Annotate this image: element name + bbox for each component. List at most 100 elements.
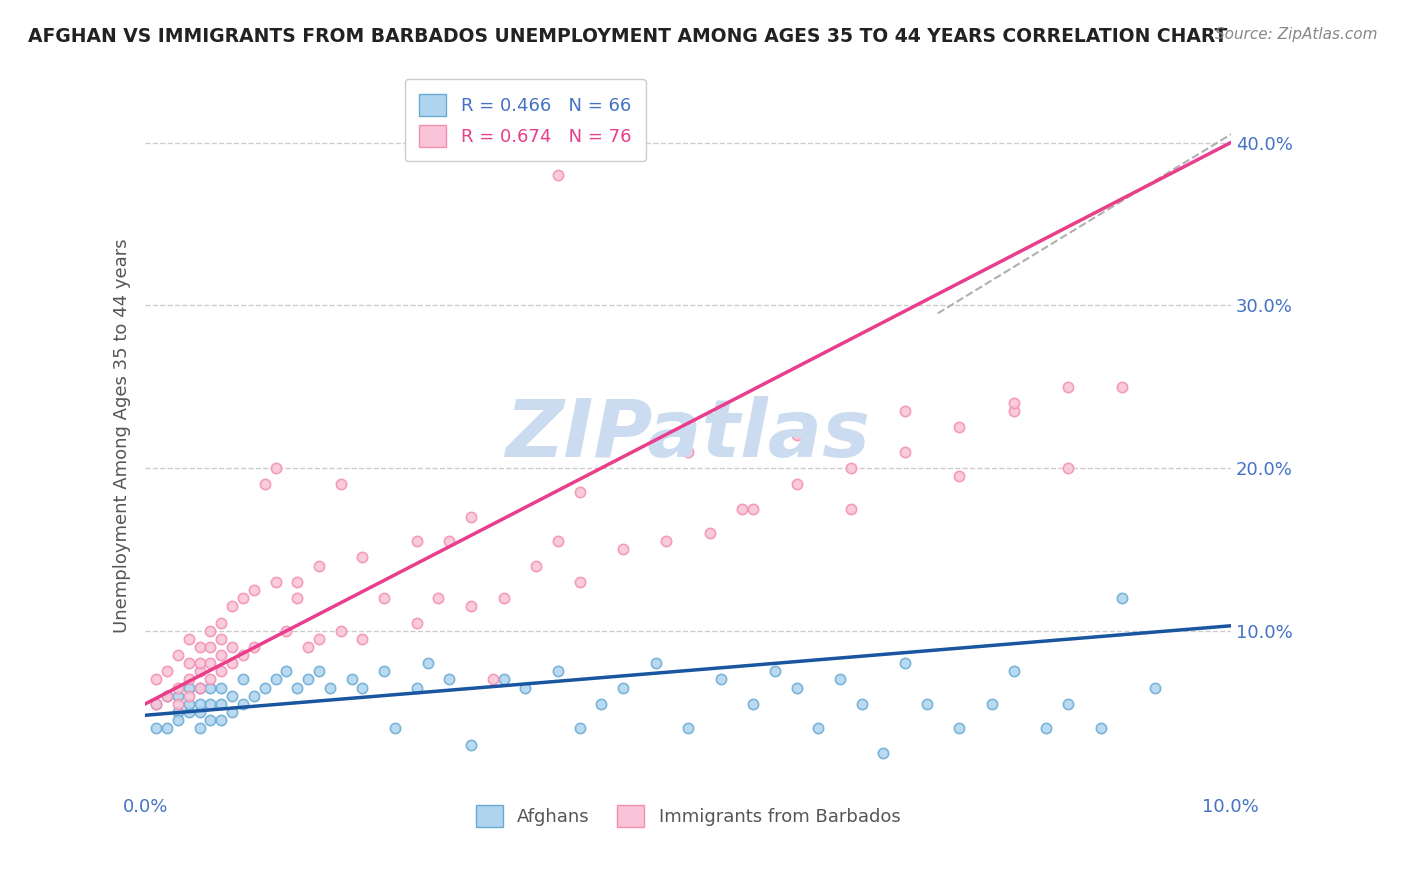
Point <box>851 697 873 711</box>
Point <box>547 665 569 679</box>
Point <box>264 673 287 687</box>
Point <box>188 705 211 719</box>
Point <box>156 721 179 735</box>
Point <box>329 624 352 638</box>
Point <box>276 624 298 638</box>
Point <box>188 721 211 735</box>
Point <box>209 648 232 662</box>
Point <box>188 697 211 711</box>
Point <box>167 697 190 711</box>
Point <box>405 615 427 630</box>
Point <box>612 681 634 695</box>
Point <box>807 721 830 735</box>
Point <box>1002 396 1025 410</box>
Point <box>297 673 319 687</box>
Point <box>894 404 917 418</box>
Point <box>200 713 222 727</box>
Point <box>209 632 232 646</box>
Point <box>515 681 537 695</box>
Point <box>177 681 200 695</box>
Point <box>188 665 211 679</box>
Point <box>156 689 179 703</box>
Point <box>1090 721 1112 735</box>
Point <box>439 534 461 549</box>
Point <box>188 640 211 654</box>
Y-axis label: Unemployment Among Ages 35 to 44 years: Unemployment Among Ages 35 to 44 years <box>114 238 131 632</box>
Point <box>188 681 211 695</box>
Point <box>1057 461 1080 475</box>
Point <box>948 469 970 483</box>
Point <box>200 697 222 711</box>
Point <box>285 574 308 589</box>
Point <box>177 697 200 711</box>
Point <box>167 648 190 662</box>
Point <box>460 599 482 614</box>
Text: ZIPatlas: ZIPatlas <box>506 396 870 475</box>
Point <box>644 656 666 670</box>
Point <box>167 681 190 695</box>
Point <box>460 738 482 752</box>
Point <box>145 697 167 711</box>
Point <box>177 705 200 719</box>
Point <box>352 550 374 565</box>
Point <box>373 665 395 679</box>
Point <box>568 485 591 500</box>
Point <box>340 673 363 687</box>
Point <box>427 591 450 606</box>
Point <box>405 534 427 549</box>
Point <box>1057 379 1080 393</box>
Point <box>894 656 917 670</box>
Point <box>167 713 190 727</box>
Point <box>948 721 970 735</box>
Point <box>209 665 232 679</box>
Point <box>786 681 808 695</box>
Point <box>492 591 515 606</box>
Point <box>1002 404 1025 418</box>
Point <box>786 477 808 491</box>
Text: Source: ZipAtlas.com: Source: ZipAtlas.com <box>1215 27 1378 42</box>
Point <box>612 542 634 557</box>
Point <box>676 721 699 735</box>
Point <box>373 591 395 606</box>
Point <box>547 534 569 549</box>
Point <box>145 673 167 687</box>
Point <box>763 665 786 679</box>
Point <box>221 656 243 670</box>
Point <box>285 591 308 606</box>
Point <box>1111 591 1133 606</box>
Point <box>676 444 699 458</box>
Point <box>188 681 211 695</box>
Point <box>308 632 330 646</box>
Point <box>221 640 243 654</box>
Point <box>308 665 330 679</box>
Point <box>405 681 427 695</box>
Point <box>232 648 254 662</box>
Point <box>547 168 569 182</box>
Point <box>591 697 613 711</box>
Point <box>981 697 1004 711</box>
Point <box>481 673 503 687</box>
Point <box>742 697 765 711</box>
Point <box>948 420 970 434</box>
Point <box>329 477 352 491</box>
Point <box>200 681 222 695</box>
Point <box>156 665 179 679</box>
Point <box>416 656 439 670</box>
Point <box>243 689 266 703</box>
Point <box>232 591 254 606</box>
Point <box>742 501 765 516</box>
Point <box>200 640 222 654</box>
Point <box>253 681 276 695</box>
Point <box>145 697 167 711</box>
Point <box>568 574 591 589</box>
Point <box>492 673 515 687</box>
Point <box>786 428 808 442</box>
Point <box>200 656 222 670</box>
Point <box>200 673 222 687</box>
Point <box>319 681 342 695</box>
Point <box>308 558 330 573</box>
Point <box>439 673 461 687</box>
Point <box>568 721 591 735</box>
Point <box>1057 697 1080 711</box>
Point <box>460 509 482 524</box>
